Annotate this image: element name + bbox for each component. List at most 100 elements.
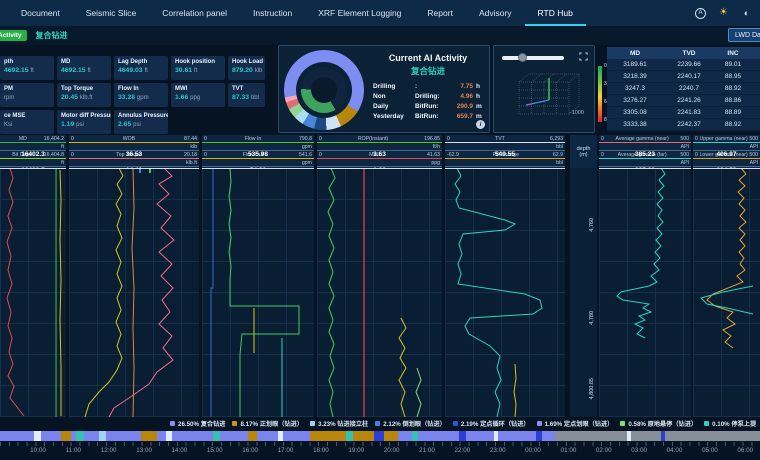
timeline-segment[interactable] (398, 431, 412, 441)
curve-value-row: 3.63 ft/h (317, 143, 442, 158)
metric-unit: klb.ft (79, 95, 93, 101)
timeline-segment[interactable] (75, 431, 85, 441)
timeline-segment[interactable] (278, 431, 283, 441)
track-depth-plot[interactable] (0, 168, 66, 417)
timeline-segment[interactable] (166, 431, 172, 441)
cell-md: 3247.3 (625, 85, 645, 92)
contrast-icon[interactable]: ◐ (743, 8, 750, 18)
timeline-segment[interactable] (542, 431, 555, 441)
metric-unit: gpm (136, 95, 149, 101)
timeline-segment[interactable] (256, 431, 279, 441)
timeline-segment[interactable] (417, 431, 459, 441)
stat-unit-1: m (476, 112, 482, 120)
timeline-segment[interactable] (373, 431, 385, 441)
timeline-segment[interactable] (98, 431, 106, 441)
timeline-segment[interactable] (157, 431, 167, 441)
nav-item-label: Advisory (478, 8, 512, 18)
timeline-segment[interactable] (282, 431, 310, 441)
metric-value-row: 4649.03 ft (118, 67, 164, 74)
colorbar-tick: 6 (604, 99, 607, 105)
colorbar-tick: 3 (604, 81, 607, 87)
timeline-segment[interactable] (248, 431, 257, 441)
curve-max: 541.6 (299, 152, 312, 158)
nav-item[interactable]: Seismic Slice (73, 0, 150, 26)
info-icon[interactable]: i (476, 120, 485, 129)
nav-item[interactable]: Advisory (466, 0, 525, 26)
timeline-segment[interactable] (626, 431, 631, 441)
timeline-segment[interactable] (171, 431, 214, 441)
legend-label: 8.17% 正划眼（钻进） (240, 421, 304, 428)
track-avg-gamma-plot[interactable] (599, 168, 691, 417)
track-upper-lower-gamma-plot[interactable] (693, 168, 760, 417)
nav-item[interactable]: Instruction (240, 0, 305, 26)
timeline-segment[interactable] (660, 431, 666, 441)
activity-timeline[interactable] (0, 431, 760, 441)
nav-item[interactable]: Document (8, 0, 73, 26)
curve-scale-row: 0 Average gamma (far) 500 (599, 152, 691, 159)
timeline-segment[interactable] (630, 431, 661, 441)
timeline-segment[interactable] (140, 431, 158, 441)
curve-unit: ft (61, 160, 64, 166)
timeline-segment[interactable] (84, 431, 99, 441)
timeline-segment[interactable] (493, 431, 499, 441)
curve-unit: bbl (556, 143, 563, 150)
curve-unit: API (749, 143, 758, 150)
metric-label: Motor diff Pressure (61, 113, 111, 119)
timeline-segment[interactable] (60, 431, 72, 441)
mode-tab[interactable]: 复合钻进 (35, 31, 68, 40)
curve-name: Bit Depth (12, 152, 34, 158)
curve-unit: API (680, 160, 689, 166)
timeline-segment[interactable] (41, 431, 61, 441)
track-tvt-plot[interactable] (445, 168, 565, 417)
nav-item[interactable]: Report (414, 0, 466, 26)
nav-item[interactable]: XRF Element Logging (305, 0, 414, 26)
timeline-segment[interactable] (536, 431, 543, 441)
language-icon[interactable]: A (695, 7, 707, 19)
activity-badge[interactable]: Activity (0, 30, 28, 41)
well-trajectory-3d[interactable] (505, 70, 583, 118)
timeline-segment[interactable] (105, 431, 141, 441)
stat-label-2: : (415, 82, 418, 90)
table-row: 3305.08 2241.83 88.89 1 (607, 107, 760, 119)
curve-value-row: bbl (445, 159, 565, 167)
ai-activity-stats: Drilling : 7.75 h 60.97 % Non Drilling: … (373, 81, 518, 121)
curve-value-row: 385.23 API (599, 143, 691, 158)
metric-value: 4649.03 (118, 67, 143, 74)
track-wob-plot[interactable] (69, 168, 199, 417)
timeline-segment[interactable] (411, 431, 418, 441)
lwd-data-button[interactable]: LWD Data (728, 28, 760, 42)
timeline-segment[interactable] (554, 431, 627, 441)
metric-card: pth 4692.15 ft (0, 56, 54, 80)
timeline-segment[interactable] (0, 431, 35, 441)
curve-header-row: 0 Flow In 790.8 535.98 gpm (202, 135, 314, 158)
timeline-segment[interactable] (458, 431, 466, 441)
depth-slider[interactable] (502, 53, 564, 62)
timeline-segment[interactable] (34, 431, 42, 441)
track-flow-plot[interactable] (202, 168, 314, 417)
track-tvt: 0 TVT 6,293 549.55 bbl -62.9 PIT change … (445, 135, 565, 417)
curve-max: 500 (680, 152, 689, 158)
timeline-segment[interactable] (71, 431, 76, 441)
timeline-segment[interactable] (213, 431, 220, 441)
metric-value-row: 20.45 klb.ft (61, 94, 107, 101)
timeline-segment[interactable] (498, 431, 537, 441)
timeline-segment[interactable] (309, 431, 347, 441)
metric-value: 33.28 (118, 94, 136, 101)
trajectory-3d-panel: -1000 (493, 45, 595, 133)
nav-item[interactable]: Correlation panel (149, 0, 240, 26)
timeline-segment[interactable] (665, 431, 760, 441)
curve-header-row: 0 Upper gamma (near) 500 406.97 API (693, 135, 760, 158)
timeline-segment[interactable] (353, 431, 374, 441)
timeline-segment[interactable] (384, 431, 399, 441)
ai-stat-row: Yesterday BitRun: 659.7 m (373, 111, 483, 121)
metric-unit: ppg (190, 95, 201, 101)
slider-handle[interactable] (518, 53, 527, 62)
timeline-segment[interactable] (465, 431, 494, 441)
ai-activity-mode: 复合钻进 (410, 66, 445, 76)
track-rop-plot[interactable] (317, 168, 442, 417)
timeline-segment[interactable] (346, 431, 354, 441)
nav-item[interactable]: RTD Hub (525, 0, 586, 26)
fullscreen-icon[interactable] (579, 52, 588, 61)
sun-theme-icon[interactable]: ☀ (719, 7, 728, 18)
timeline-segment[interactable] (219, 431, 249, 441)
